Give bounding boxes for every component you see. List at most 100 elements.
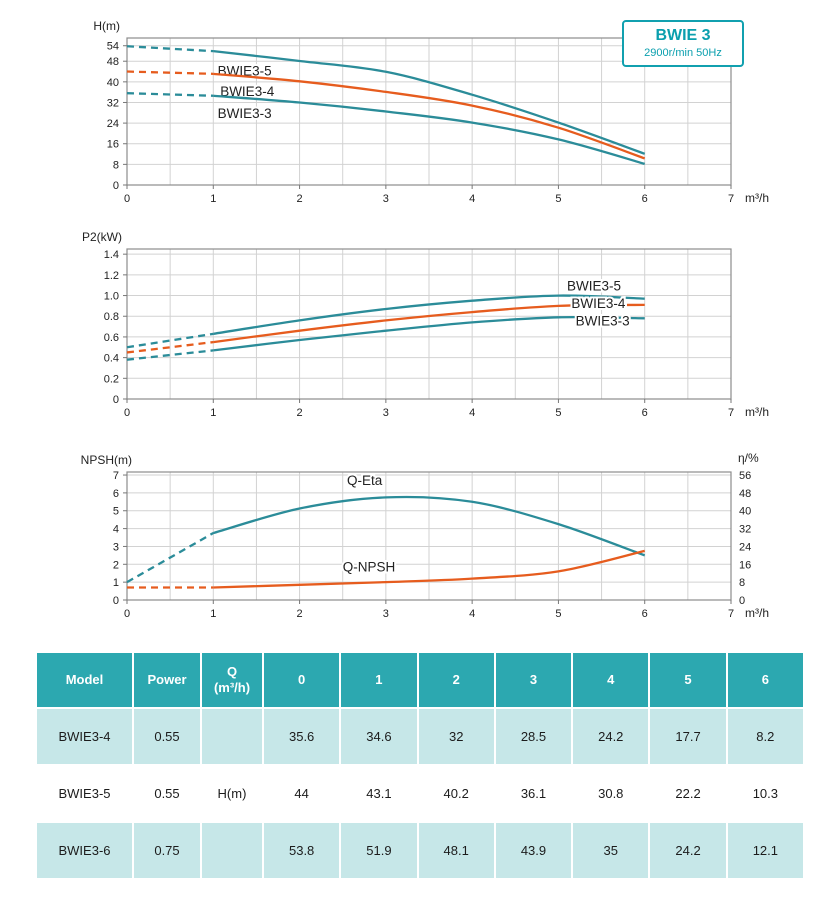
svg-text:6: 6 <box>642 407 648 419</box>
svg-text:3: 3 <box>383 608 389 620</box>
svg-text:BWIE3-3: BWIE3-3 <box>218 106 272 121</box>
svg-text:BWIE3-5: BWIE3-5 <box>567 278 621 293</box>
svg-text:0: 0 <box>124 193 130 205</box>
svg-text:16: 16 <box>739 559 751 571</box>
svg-text:8: 8 <box>739 577 745 589</box>
svg-text:m³/h: m³/h <box>745 405 769 419</box>
svg-text:24: 24 <box>739 541 751 553</box>
power-cell: 0.55 <box>132 764 202 823</box>
svg-text:4: 4 <box>469 608 475 620</box>
model-cell: BWIE3-4 <box>35 707 134 766</box>
svg-text:1: 1 <box>210 407 216 419</box>
svg-text:6: 6 <box>642 608 648 620</box>
svg-text:0: 0 <box>124 407 130 419</box>
svg-text:H(m): H(m) <box>93 19 120 33</box>
value-cell: 17.7 <box>648 707 728 766</box>
value-cell: 43.9 <box>493 821 574 880</box>
svg-text:2: 2 <box>297 608 303 620</box>
table-row: BWIE3-4 0.55 35.6 34.6 32 28.5 24.2 17.7 8.2 <box>35 707 806 766</box>
svg-text:1: 1 <box>210 193 216 205</box>
value-cell: 35.6 <box>261 707 342 766</box>
svg-text:0: 0 <box>739 595 745 607</box>
svg-text:0: 0 <box>113 394 119 406</box>
svg-text:0: 0 <box>124 608 130 620</box>
table-header-cell: 6 <box>725 651 806 709</box>
svg-text:1.0: 1.0 <box>104 291 119 303</box>
unit-cell <box>200 821 264 880</box>
table-header-cell: Power <box>132 651 202 709</box>
unit-cell: H(m) <box>200 764 264 823</box>
value-cell: 53.8 <box>261 821 342 880</box>
table-header-cell: Q (m³/h) <box>200 651 264 709</box>
model-cell: BWIE3-6 <box>35 821 134 880</box>
svg-text:0.2: 0.2 <box>104 373 119 385</box>
svg-text:4: 4 <box>469 407 475 419</box>
svg-text:48: 48 <box>107 56 119 68</box>
value-cell: 43.1 <box>339 764 419 823</box>
svg-text:Q-Eta: Q-Eta <box>347 473 383 488</box>
svg-text:P2(kW): P2(kW) <box>82 230 122 244</box>
svg-text:7: 7 <box>113 470 119 482</box>
value-cell: 36.1 <box>493 764 574 823</box>
power-cell: 0.75 <box>132 821 202 880</box>
value-cell: 22.2 <box>648 764 728 823</box>
svg-text:1: 1 <box>113 577 119 589</box>
svg-text:5: 5 <box>113 506 119 518</box>
model-badge-title: BWIE 3 <box>655 27 711 44</box>
svg-text:8: 8 <box>113 159 119 171</box>
svg-text:5: 5 <box>555 193 561 205</box>
power-flow-chart: 0 0.2 0.4 0.6 0.8 1.0 1.2 1.4 0 1 2 3 4 5 6 7 m³/h P2(kW)… <box>82 230 769 419</box>
svg-text:7: 7 <box>728 407 734 419</box>
svg-text:2: 2 <box>297 407 303 419</box>
svg-text:40: 40 <box>739 506 751 518</box>
svg-text:32: 32 <box>107 97 119 109</box>
svg-text:2: 2 <box>297 193 303 205</box>
value-cell: 12.1 <box>725 821 806 880</box>
svg-text:3: 3 <box>383 193 389 205</box>
table-header-cell: 3 <box>493 651 574 709</box>
svg-text:24: 24 <box>107 118 119 130</box>
svg-text:48: 48 <box>739 488 751 500</box>
table-header-cell: 1 <box>339 651 419 709</box>
svg-text:7: 7 <box>728 193 734 205</box>
svg-text:0: 0 <box>113 180 119 192</box>
svg-text:2: 2 <box>113 559 119 571</box>
svg-text:m³/h: m³/h <box>745 191 769 205</box>
unit-cell <box>200 707 264 766</box>
svg-text:5: 5 <box>555 407 561 419</box>
table-header-cell: 4 <box>571 651 651 709</box>
svg-text:6: 6 <box>113 488 119 500</box>
value-cell: 10.3 <box>725 764 806 823</box>
svg-text:54: 54 <box>107 41 119 53</box>
svg-text:1: 1 <box>210 608 216 620</box>
svg-text:0: 0 <box>113 595 119 607</box>
value-cell: 32 <box>416 707 496 766</box>
svg-text:BWIE3-4: BWIE3-4 <box>571 296 626 311</box>
model-cell: BWIE3-5 <box>35 764 134 823</box>
svg-text:1.4: 1.4 <box>104 249 119 261</box>
svg-text:6: 6 <box>642 193 648 205</box>
performance-table: Model Power Q (m³/h) 0 1 2 3 4 5 6 BWIE3-4 0.55 35.… <box>35 651 806 880</box>
svg-text:Q-NPSH: Q-NPSH <box>343 559 396 574</box>
svg-text:BWIE3-3: BWIE3-3 <box>576 314 630 329</box>
value-cell: 24.2 <box>648 821 728 880</box>
model-badge: BWIE 3 2900r/min 50Hz <box>622 20 744 67</box>
table-header-cell: 5 <box>648 651 728 709</box>
table-header-cell: 0 <box>261 651 342 709</box>
svg-text:3: 3 <box>383 407 389 419</box>
svg-text:0.6: 0.6 <box>104 332 119 344</box>
model-badge-subtitle: 2900r/min 50Hz <box>644 47 722 59</box>
svg-text:4: 4 <box>113 524 119 536</box>
svg-text:0.4: 0.4 <box>104 353 119 365</box>
svg-text:5: 5 <box>555 608 561 620</box>
table-row: BWIE3-5 0.55 H(m) 44 43.1 40.2 36.1 30.8 22.2 10.… <box>35 764 806 823</box>
value-cell: 44 <box>261 764 342 823</box>
svg-text:0.8: 0.8 <box>104 311 119 323</box>
svg-text:40: 40 <box>107 77 119 89</box>
svg-text:3: 3 <box>113 541 119 553</box>
value-cell: 8.2 <box>725 707 806 766</box>
table-row: BWIE3-6 0.75 53.8 51.9 48.1 43.9 35 24.2 12.1 <box>35 821 806 880</box>
svg-text:1.2: 1.2 <box>104 270 119 282</box>
svg-text:32: 32 <box>739 524 751 536</box>
